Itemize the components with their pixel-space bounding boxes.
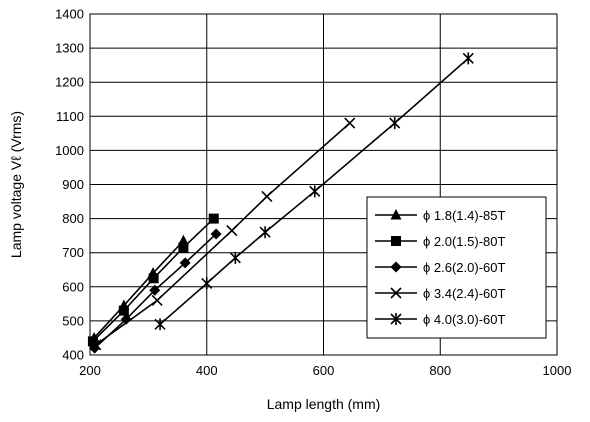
- data-point-square: [178, 242, 189, 253]
- x-tick-label: 1000: [543, 363, 572, 378]
- x-axis-title: Lamp length (mm): [267, 396, 381, 412]
- series-5: [154, 52, 474, 331]
- data-point-square: [118, 305, 129, 316]
- data-point-asterisk: [229, 251, 241, 264]
- y-tick-label: 600: [62, 279, 84, 294]
- legend-marker-diamond: [390, 261, 402, 273]
- data-series: [87, 52, 474, 354]
- data-point-asterisk: [309, 185, 321, 198]
- data-point-diamond: [120, 313, 132, 325]
- legend-marker-asterisk: [390, 313, 402, 325]
- legend-entry-label: ϕ 3.4(2.4)-60T: [423, 286, 505, 301]
- legend-marker-x: [390, 287, 402, 299]
- data-point-asterisk: [259, 226, 271, 239]
- data-point-asterisk: [462, 52, 474, 65]
- y-tick-label: 1400: [55, 7, 84, 22]
- series-3: [89, 228, 222, 354]
- plot-area-frame: [89, 13, 558, 356]
- data-point-diamond: [179, 257, 191, 269]
- legend: ϕ 1.8(1.4)-85T ϕ 2.0(1.5)-80T ϕ 2.6(2.0)-6…: [366, 196, 547, 339]
- y-tick-label: 900: [62, 177, 84, 192]
- data-point-diamond: [210, 228, 222, 240]
- data-point-square: [208, 213, 219, 224]
- data-point-diamond: [149, 284, 161, 296]
- axis-tick-labels: 400 500 600 700 800 900 1000 1100 1200 1300 1400 20…: [55, 7, 571, 379]
- y-tick-label: 400: [62, 348, 84, 363]
- y-tick-label: 1300: [55, 41, 84, 56]
- x-tick-label: 800: [429, 363, 451, 378]
- legend-entry-label: ϕ 4.0(3.0)-60T: [423, 312, 505, 327]
- y-axis-title: Lamp voltage Vℓ (Vrms): [8, 111, 24, 258]
- legend-entry-label: ϕ 1.8(1.4)-85T: [423, 208, 505, 223]
- y-tick-label: 1200: [55, 75, 84, 90]
- data-point-x: [151, 294, 163, 307]
- x-tick-label: 400: [196, 363, 218, 378]
- series-line: [93, 240, 184, 339]
- series-4: [90, 117, 356, 351]
- legend-marker-square: [391, 236, 401, 246]
- y-tick-label: 500: [62, 313, 84, 328]
- data-point-x: [226, 224, 238, 237]
- series-2: [87, 213, 219, 347]
- data-point-asterisk: [154, 318, 166, 331]
- series-1: [88, 234, 189, 343]
- legend-entry-label: ϕ 2.6(2.0)-60T: [423, 260, 505, 275]
- y-tick-label: 700: [62, 245, 84, 260]
- data-point-asterisk: [201, 277, 213, 290]
- data-point-x: [90, 339, 102, 351]
- x-tick-label: 600: [313, 363, 335, 378]
- y-tick-label: 1100: [56, 109, 84, 124]
- legend-marker-triangle: [390, 209, 402, 220]
- legend-entry-label: ϕ 2.0(1.5)-80T: [423, 234, 505, 249]
- data-point-x: [261, 190, 273, 203]
- y-tick-label: 800: [62, 211, 84, 226]
- x-tick-label: 200: [79, 363, 101, 378]
- data-point-x: [344, 117, 356, 129]
- data-point-asterisk: [389, 117, 401, 130]
- y-tick-label: 1000: [55, 143, 84, 158]
- data-point-square: [148, 273, 159, 284]
